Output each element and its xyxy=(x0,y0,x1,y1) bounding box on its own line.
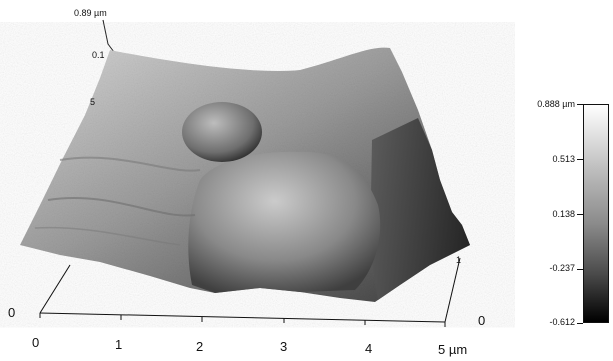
y-tick-label: 1 xyxy=(456,256,461,265)
x-tick-label: 1 xyxy=(115,338,122,351)
x-tick-label: 2 xyxy=(196,340,203,353)
colorbar-label: -0.237 xyxy=(549,264,575,273)
surface-central-bump xyxy=(188,152,380,293)
y-tick-label: 0 xyxy=(478,314,485,327)
colorbar-label: 0.138 xyxy=(552,210,575,219)
x-tick-label: 4 xyxy=(365,342,372,355)
peak-label: 0.89 µm xyxy=(74,9,107,18)
colorbar-tick xyxy=(577,104,583,105)
z-axis-line xyxy=(103,20,114,52)
z-tick-label: 5 xyxy=(90,98,95,107)
x-tick-label: 5 µm xyxy=(438,343,467,356)
colorbar-label: 0.513 xyxy=(552,155,575,164)
x-axis-line xyxy=(40,313,445,322)
surface-ball xyxy=(182,102,262,162)
z-tick-label: 0.1 xyxy=(92,51,105,60)
colorbar xyxy=(583,104,609,323)
colorbar-tick xyxy=(577,269,583,270)
x-tick-label: 3 xyxy=(280,340,287,353)
colorbar-label: 0.888 µm xyxy=(537,100,575,109)
x-tick-label: 0 xyxy=(32,336,39,349)
colorbar-tick xyxy=(577,159,583,160)
y-axis-right-line xyxy=(445,258,460,322)
y-axis-left-line xyxy=(40,265,70,313)
colorbar-label: -0.612 xyxy=(549,318,575,327)
y-tick-label: 0 xyxy=(8,306,15,319)
colorbar-tick xyxy=(577,323,583,324)
colorbar-tick xyxy=(577,214,583,215)
surface-right-ridge xyxy=(370,118,470,300)
